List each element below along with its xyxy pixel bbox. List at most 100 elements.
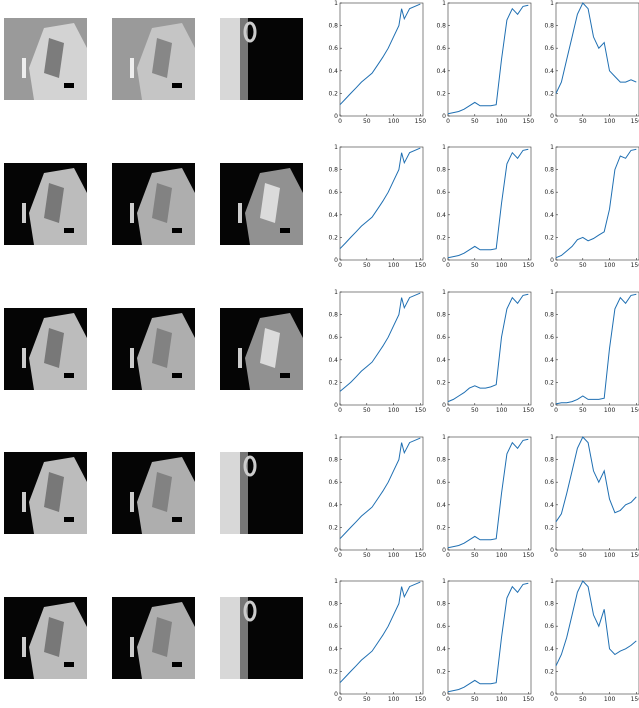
image-region (130, 203, 134, 223)
x-tick-label: 0 (554, 696, 558, 703)
line-chart: 0 0.2 0.4 0.6 0.8 1 0 50 100 150 (436, 434, 534, 559)
x-tick-label: 50 (579, 552, 587, 559)
y-tick-label: 0.8 (436, 457, 446, 464)
y-tick-label: 0 (334, 547, 338, 554)
y-tick-label: 0 (550, 113, 554, 120)
y-tick-label: 1 (550, 434, 554, 441)
x-tick-label: 100 (604, 262, 616, 269)
image-region (44, 183, 64, 223)
image-tile (220, 597, 303, 679)
image-region (243, 600, 257, 622)
image-region (44, 38, 64, 78)
x-tick-label: 100 (496, 262, 508, 269)
x-tick-label: 50 (579, 407, 587, 414)
y-tick-label: 0.2 (328, 524, 338, 531)
x-tick-label: 100 (496, 118, 508, 125)
x-tick-label: 150 (523, 552, 535, 559)
image-region (172, 228, 182, 233)
x-tick-label: 0 (338, 118, 342, 125)
y-tick-label: 0.2 (436, 379, 446, 386)
image-region (64, 517, 74, 522)
image-region (152, 472, 172, 512)
data-line (339, 581, 421, 684)
x-tick-label: 50 (471, 696, 479, 703)
image-region (44, 472, 64, 512)
y-tick-label: 0.2 (436, 668, 446, 675)
x-tick-label: 100 (496, 696, 508, 703)
image-region (240, 452, 248, 534)
y-tick-label: 0 (550, 257, 554, 264)
y-tick-label: 0 (550, 402, 554, 409)
data-line (555, 580, 637, 667)
y-tick-label: 1 (334, 434, 338, 441)
x-tick-label: 50 (363, 552, 371, 559)
image-tile (220, 308, 303, 390)
plot-frame (447, 580, 532, 695)
plot-frame (339, 2, 424, 117)
y-tick-label: 0.2 (544, 524, 554, 531)
plot-frame (555, 291, 639, 406)
y-tick-label: 1 (334, 578, 338, 585)
x-tick-label: 50 (579, 262, 587, 269)
plot-frame (555, 2, 639, 117)
image-region (64, 83, 74, 88)
image-tile (4, 308, 87, 390)
x-tick-label: 150 (631, 552, 639, 559)
image-region (22, 492, 26, 512)
x-tick-label: 100 (496, 552, 508, 559)
x-tick-label: 50 (363, 407, 371, 414)
x-tick-label: 150 (415, 552, 427, 559)
x-tick-label: 100 (388, 552, 400, 559)
y-tick-label: 0.4 (436, 502, 446, 509)
plot-frame (339, 291, 424, 406)
plot-frame (555, 580, 639, 695)
image-region (220, 452, 240, 534)
image-tile (4, 452, 87, 534)
y-tick-label: 0.2 (436, 524, 446, 531)
y-tick-label: 0.2 (436, 234, 446, 241)
data-line (447, 438, 529, 549)
image-region (172, 662, 182, 667)
plot-frame (555, 146, 639, 261)
x-tick-label: 50 (471, 262, 479, 269)
x-tick-label: 100 (388, 696, 400, 703)
image-region (238, 203, 242, 223)
y-tick-label: 0.6 (328, 479, 338, 486)
x-tick-label: 150 (415, 696, 427, 703)
y-tick-label: 0.8 (328, 601, 338, 608)
image-tile (220, 18, 303, 100)
y-tick-label: 0.2 (544, 90, 554, 97)
y-tick-label: 0.8 (544, 457, 554, 464)
y-tick-label: 0 (442, 547, 446, 554)
image-region (152, 328, 172, 368)
plot-frame (339, 436, 424, 551)
data-line (447, 582, 529, 693)
x-tick-label: 100 (604, 118, 616, 125)
line-chart: 0 0.2 0.4 0.6 0.8 1 0 50 100 150 (436, 144, 534, 269)
image-tile (112, 18, 195, 100)
x-tick-label: 0 (446, 407, 450, 414)
x-tick-label: 50 (471, 552, 479, 559)
image-region (240, 597, 248, 679)
x-tick-label: 0 (554, 552, 558, 559)
y-tick-label: 0.8 (328, 167, 338, 174)
image-region (260, 328, 280, 368)
y-tick-label: 0 (550, 547, 554, 554)
data-line (339, 437, 421, 540)
y-tick-label: 0.8 (544, 312, 554, 319)
image-region (130, 58, 134, 78)
image-region (172, 517, 182, 522)
x-tick-label: 50 (363, 118, 371, 125)
y-tick-label: 0.8 (436, 23, 446, 30)
image-tile (4, 597, 87, 679)
y-tick-label: 0 (334, 402, 338, 409)
y-tick-label: 1 (334, 144, 338, 151)
image-region (243, 455, 257, 477)
y-tick-label: 0.6 (436, 479, 446, 486)
image-region (130, 348, 134, 368)
y-tick-label: 0.4 (328, 357, 338, 364)
image-tile (112, 163, 195, 245)
y-tick-label: 1 (550, 289, 554, 296)
image-region (22, 637, 26, 657)
y-tick-label: 0.4 (328, 68, 338, 75)
